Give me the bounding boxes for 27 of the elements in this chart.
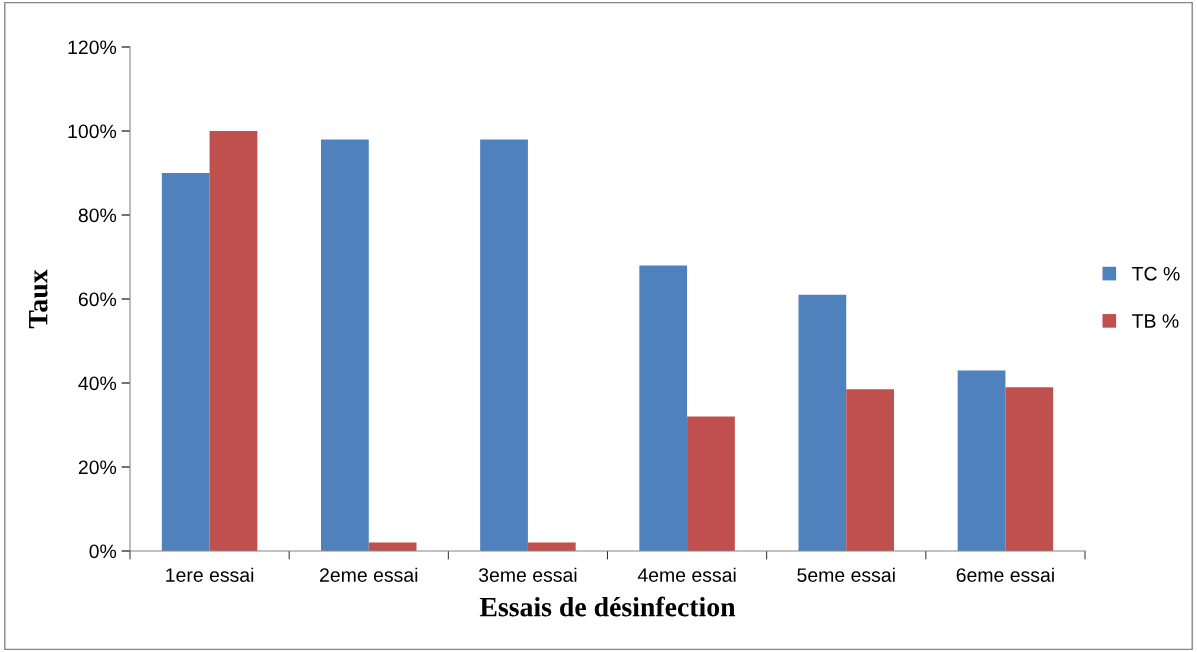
bar [639,265,688,551]
x-tick-label: 2eme essai [320,567,418,582]
y-tick-label: 20% [78,460,117,475]
x-tick-label: 5eme essai [797,567,895,582]
x-tick-label: 4eme essai [637,567,736,582]
bar [687,416,735,551]
bar [957,370,1006,551]
y-tick-label: 60% [78,292,117,307]
y-tick-label: 120% [68,40,117,55]
y-tick-label: 100% [68,124,117,139]
bar [846,389,894,551]
y-axis-title: Taux [29,269,48,329]
y-tick-label: 40% [78,376,117,391]
x-axis-title: Essais de désinfection [479,596,736,617]
x-tick-label: 3eme essai [478,567,577,582]
y-tick-label: 0% [89,544,117,559]
legend-label: TB % [1132,314,1179,328]
bar [209,131,258,551]
bar [321,139,369,551]
bar [480,139,528,551]
legend-label: TC % [1132,266,1180,281]
bar [798,294,847,551]
x-tick-label: 6eme essai [956,567,1054,582]
x-tick-label: 1ere essai [166,567,254,582]
bar [1005,387,1054,551]
bar [161,173,210,551]
y-tick-label: 80% [78,208,117,223]
